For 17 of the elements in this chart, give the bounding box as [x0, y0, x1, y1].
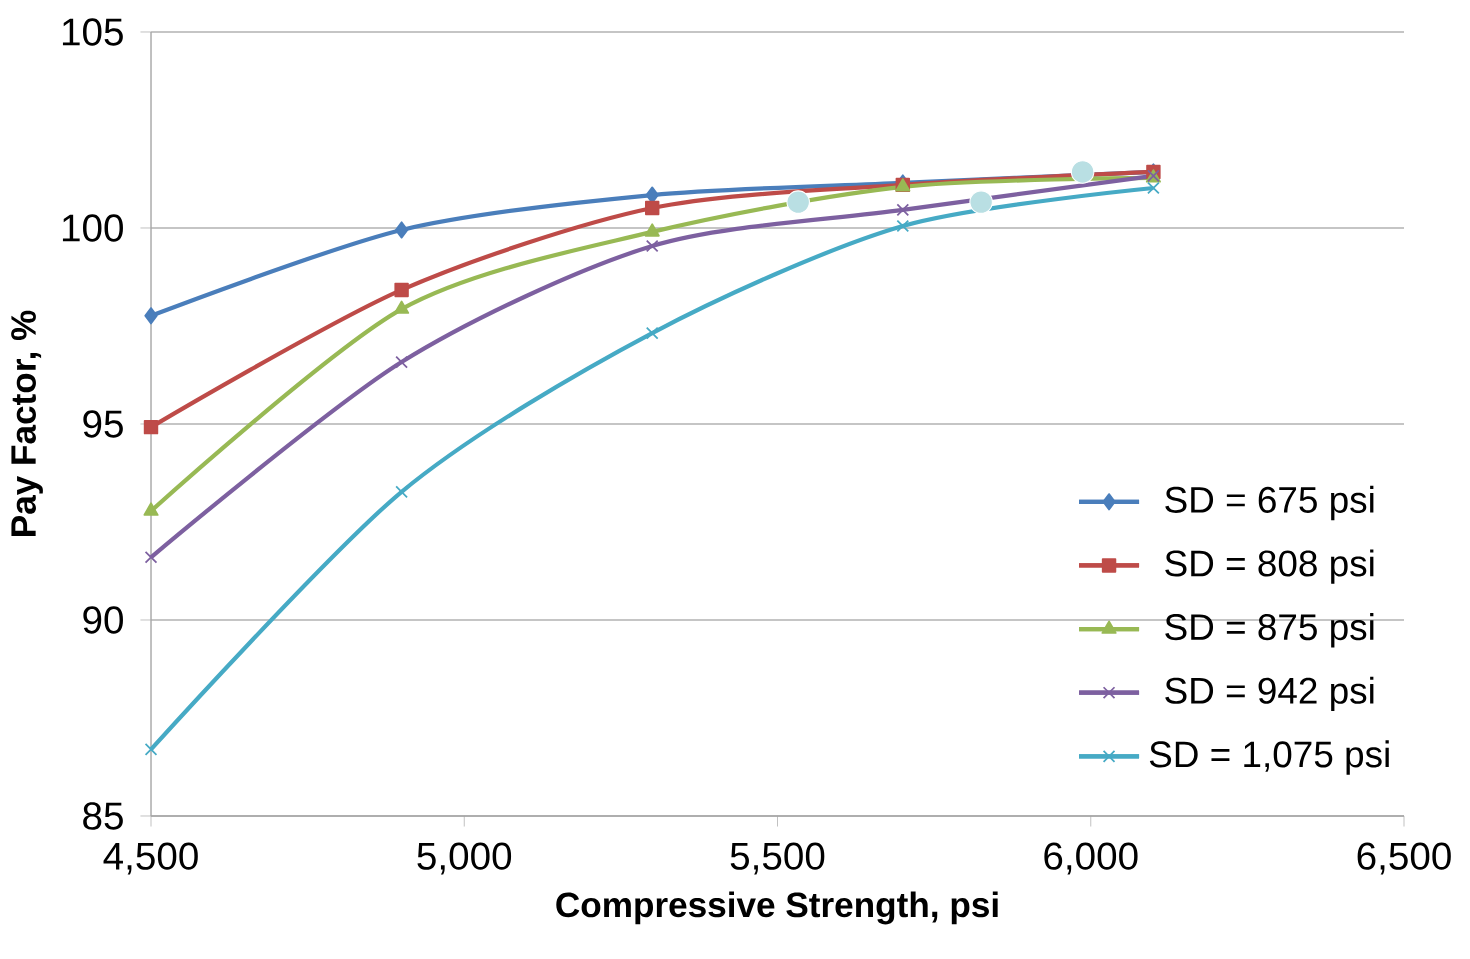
y-tick-label: 100 — [62, 214, 123, 242]
x-tick-label: 6,000 — [1044, 842, 1138, 875]
legend-label: SD = 808 psi — [1165, 549, 1374, 584]
y-axis-title: Pay Factor, % — [11, 310, 43, 536]
legend-label: SD = 675 psi — [1165, 485, 1374, 521]
y-tick-label: 95 — [83, 410, 123, 438]
legend-label: SD = 1,075 psi — [1149, 740, 1389, 775]
x-axis-title: Compressive Strength, psi — [556, 891, 998, 925]
x-tick-label: 5,500 — [730, 842, 825, 875]
x-tick-label: 5,000 — [417, 842, 512, 875]
y-tick-label: 105 — [62, 18, 123, 46]
legend-label: SD = 875 psi — [1165, 613, 1374, 648]
x-tick-label: 4,500 — [103, 842, 198, 875]
legend-label: SD = 942 psi — [1165, 676, 1374, 712]
y-tick-label: 90 — [83, 606, 123, 634]
x-tick-label: 6,500 — [1357, 842, 1451, 875]
y-tick-label: 85 — [83, 802, 123, 830]
